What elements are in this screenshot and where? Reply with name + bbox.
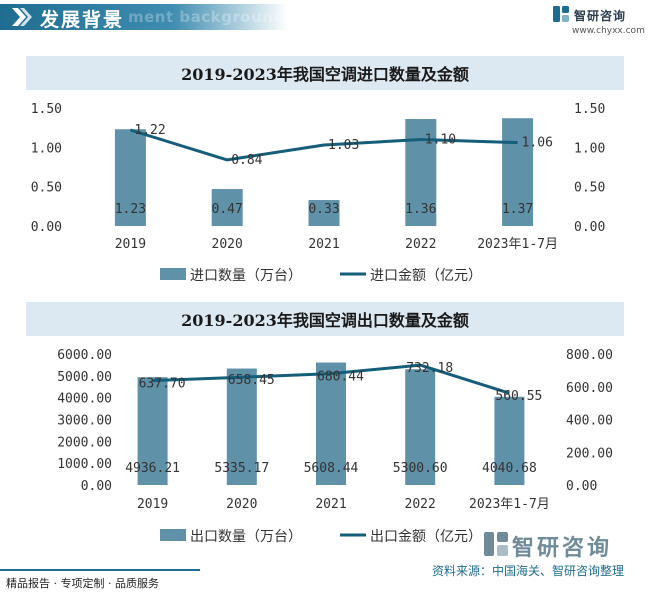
y-left-tick-label: 0.00 [81, 479, 112, 494]
x-category-label: 2020 [212, 237, 243, 252]
legend-bar-swatch [160, 268, 186, 280]
y-left-tick-label: 4000.00 [57, 392, 112, 407]
bar [308, 200, 340, 226]
import-chart-title-box: 2019-2023年我国空调进口数量及金额 [26, 56, 624, 90]
brand-url: www.chyxx.com [572, 26, 645, 36]
bar-data-label: 1.23 [115, 202, 146, 217]
line-data-label: 680.44 [317, 370, 364, 385]
x-category-label: 2021 [315, 497, 346, 512]
footer-slogan: 精品报告 · 专项定制 · 品质服务 [6, 577, 159, 590]
import-chart-svg: 0.00 0.50 1.00 1.50 0.00 0.50 1.00 1.50 1.23 0.47… [31, 102, 606, 284]
footer-divider [0, 569, 200, 571]
y-left-tick-label: 1.50 [31, 102, 62, 117]
bar-data-label: 5608.44 [304, 461, 359, 476]
bar-data-label: 1.37 [502, 202, 533, 217]
import-chart-title: 2019-2023年我国空调进口数量及金额 [181, 65, 469, 84]
bar-data-label: 4936.21 [125, 461, 180, 476]
line-data-label: 637.70 [139, 377, 186, 392]
bar [114, 129, 146, 226]
y-right-tick-label: 200.00 [566, 446, 613, 461]
x-category-label: 2023年1-7月 [477, 237, 558, 252]
footer-brand-name: 智研咨询 [512, 536, 613, 561]
bar [502, 118, 534, 226]
legend-bar-swatch [160, 529, 186, 541]
y-right-tick-label: 0.50 [574, 181, 605, 196]
bar [405, 119, 437, 226]
export-chart-svg: 0.00 1000.00 2000.00 3000.00 4000.00 5000.00 6… [57, 348, 613, 545]
y-left-tick-label: 1.00 [31, 141, 62, 156]
bar-data-label: 0.47 [212, 202, 243, 217]
x-category-label: 2023年1-7月 [469, 497, 550, 512]
y-right-tick-label: 400.00 [566, 414, 613, 429]
line-data-label: 1.10 [425, 132, 456, 147]
y-left-tick-label: 6000.00 [57, 348, 112, 363]
bar [405, 369, 436, 485]
line-data-label: 0.84 [231, 153, 262, 168]
section-header: 发展背景 ment background 智研咨询 www.chyxx.com [0, 0, 651, 42]
y-right-tick-label: 0.00 [566, 479, 597, 494]
y-left-tick-label: 5000.00 [57, 370, 112, 385]
y-left-tick-label: 0.00 [31, 220, 62, 235]
line-series [152, 363, 510, 395]
line-data-label: 1.22 [134, 123, 165, 138]
import-chart: 2019-2023年我国空调进口数量及金额 0.00 0.50 1.00 1.50 0.… [0, 56, 651, 292]
line-data-label: 732.18 [406, 361, 453, 376]
y-left-tick-label: 2000.00 [57, 435, 112, 450]
bar [226, 368, 257, 485]
bar-data-label: 4040.68 [482, 461, 537, 476]
x-category-label: 2021 [308, 237, 339, 252]
footer-brand-logo: 智研咨询 [484, 529, 634, 561]
x-category-label: 2022 [405, 497, 436, 512]
footer-source: 资料来源：中国海关、智研咨询整理 [432, 564, 625, 578]
line-data-label: 1.03 [328, 138, 359, 153]
brand-mark-icon [553, 6, 569, 22]
bar-data-label: 1.36 [405, 202, 436, 217]
header-title: 发展背景 [40, 9, 125, 31]
header-ghost-text: ment background [128, 8, 285, 26]
export-chart-title: 2019-2023年我国空调出口数量及金额 [181, 311, 469, 330]
bar [494, 396, 525, 485]
legend-line-label: 进口金额（亿元） [370, 268, 482, 284]
export-chart-title-box: 2019-2023年我国空调出口数量及金额 [26, 302, 624, 336]
y-right-tick-label: 0.00 [574, 220, 605, 235]
export-chart: 2019-2023年我国空调出口数量及金额 0.00 1000.00 2000.00… [0, 302, 651, 552]
bar [316, 362, 346, 485]
brand-mark-icon [484, 532, 508, 556]
legend-bar-label: 出口数量（万台） [190, 529, 302, 545]
x-category-label: 2019 [115, 237, 146, 252]
line-data-label: 1.06 [522, 136, 553, 151]
y-left-tick-label: 0.50 [31, 181, 62, 196]
y-right-tick-label: 1.50 [574, 102, 605, 117]
legend-line-label: 出口金额（亿元） [370, 529, 482, 545]
x-category-label: 2020 [226, 497, 257, 512]
x-category-label: 2022 [405, 237, 436, 252]
line-data-label: 560.55 [495, 389, 542, 404]
bar-data-label: 5335.17 [214, 461, 269, 476]
brand-name: 智研咨询 [574, 9, 627, 23]
bar-data-label: 0.33 [308, 202, 339, 217]
line-series [129, 128, 518, 162]
header-bar [0, 4, 288, 30]
brand-logo[interactable]: 智研咨询 www.chyxx.com [545, 4, 651, 38]
legend-bar-label: 进口数量（万台） [190, 268, 302, 284]
x-category-label: 2019 [137, 497, 168, 512]
y-right-tick-label: 600.00 [566, 381, 613, 396]
y-right-tick-label: 1.00 [574, 141, 605, 156]
bar [211, 189, 243, 226]
y-left-tick-label: 3000.00 [57, 414, 112, 429]
line-data-label: 658.45 [228, 373, 275, 388]
y-left-tick-label: 1000.00 [57, 457, 112, 472]
bar [137, 377, 168, 485]
chevron-right-icon [12, 8, 32, 26]
y-right-tick-label: 800.00 [566, 348, 613, 363]
bar-data-label: 5300.60 [393, 461, 448, 476]
